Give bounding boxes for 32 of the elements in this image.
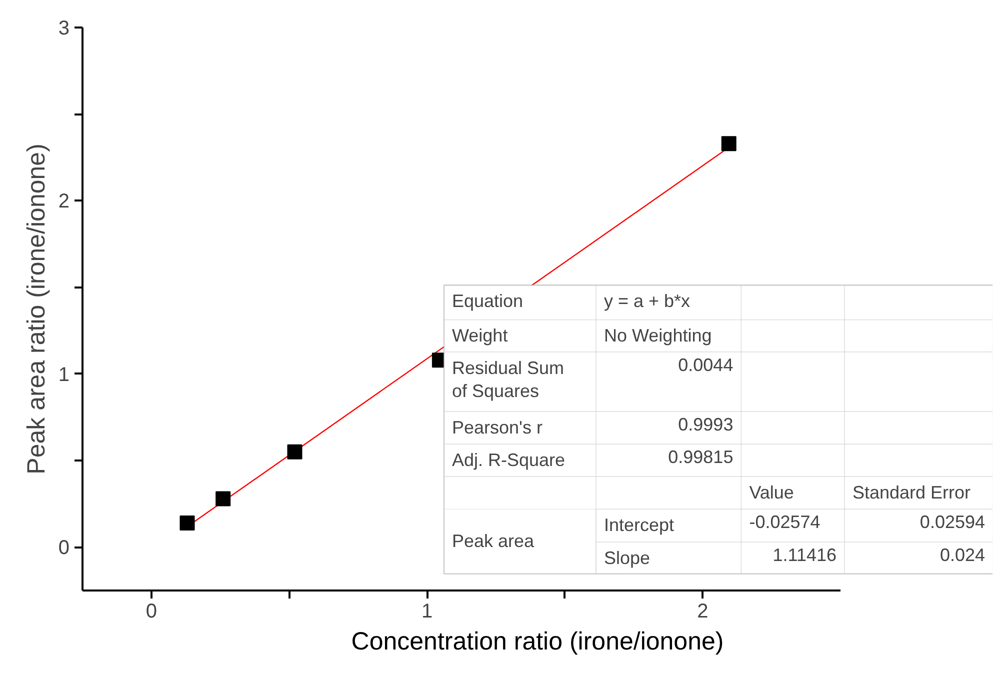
annotation: y = a + b*x bbox=[604, 291, 690, 312]
x-tick-label: 1 bbox=[421, 600, 433, 622]
annotation: Equation bbox=[452, 291, 524, 312]
annotation: 0.99815 bbox=[668, 447, 734, 468]
annotation: Residual Sum of Squares bbox=[452, 358, 564, 401]
annotation: 0.9993 bbox=[678, 414, 734, 434]
text: Standard Error bbox=[852, 482, 971, 502]
x-axis-title: Concentration ratio (irone/ionone) bbox=[351, 628, 724, 656]
point bbox=[721, 136, 736, 152]
annotation: 1.11416 bbox=[772, 545, 837, 565]
point bbox=[216, 491, 231, 506]
annotation: No Weighting bbox=[604, 326, 712, 346]
text: 0.024 bbox=[940, 545, 986, 565]
annotation: Slope bbox=[604, 548, 650, 568]
annotation: Intercept bbox=[604, 515, 674, 536]
y-axis-title: Peak area ratio (irone/ionone) bbox=[22, 144, 50, 474]
annotation: Peak area bbox=[452, 531, 536, 552]
annotation: Weight bbox=[452, 326, 508, 346]
y-tick-label: 2 bbox=[58, 190, 70, 213]
x-tick-label: 2 bbox=[697, 600, 708, 622]
annotation: 0.0044 bbox=[678, 354, 734, 375]
annotation: Value bbox=[749, 482, 794, 502]
point bbox=[287, 444, 302, 460]
annotation: Adj. R-Square bbox=[452, 450, 566, 470]
annotation: -0.02574 bbox=[749, 512, 820, 532]
point bbox=[180, 515, 195, 530]
y-tick-label: 1 bbox=[58, 364, 70, 386]
y-tick-label: 0 bbox=[58, 537, 70, 560]
y-tick-label: 3 bbox=[58, 18, 70, 40]
annotation: Pearson's r bbox=[452, 418, 542, 438]
text: 0.02594 bbox=[920, 512, 986, 532]
x-tick-label: 0 bbox=[146, 600, 157, 622]
